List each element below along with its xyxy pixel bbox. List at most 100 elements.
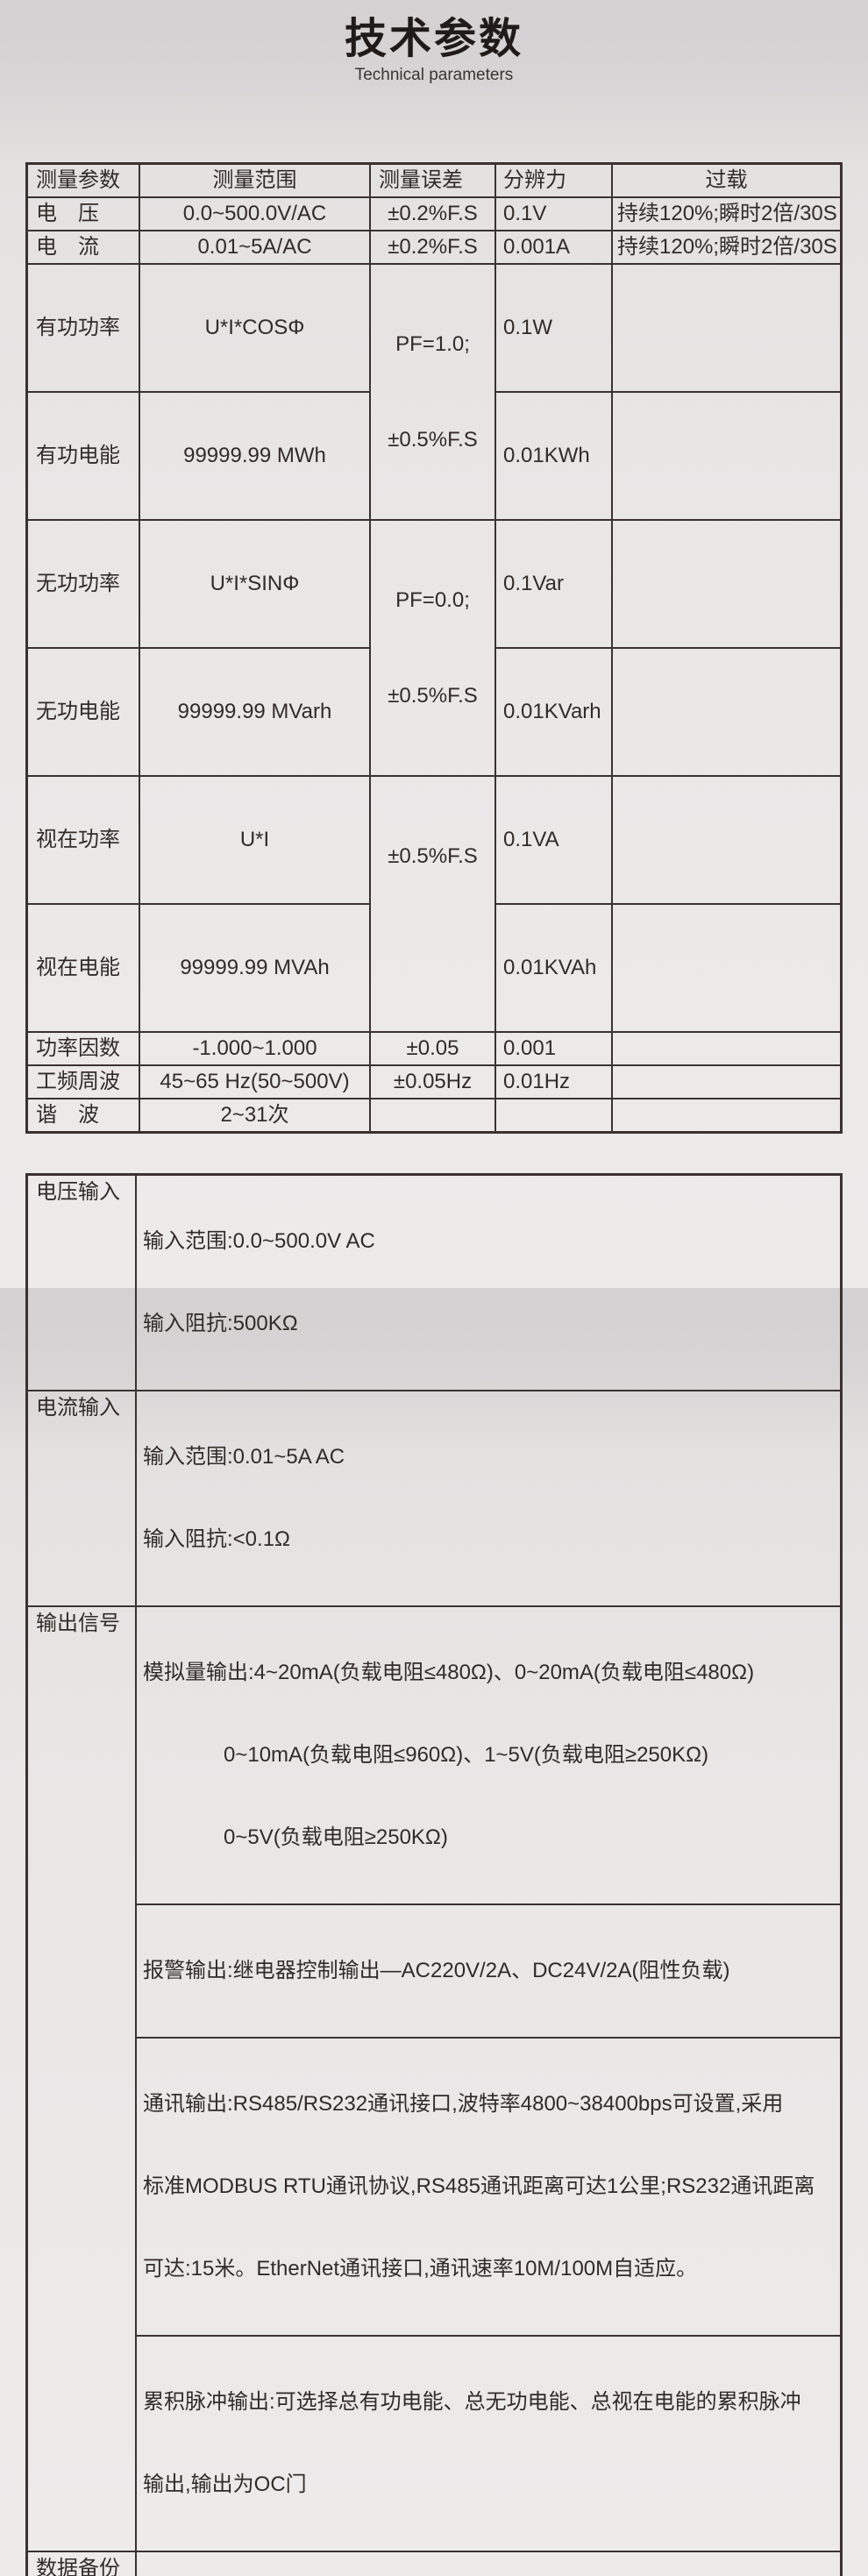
spec-line: 通讯输出:RS485/RS232通讯接口,波特率4800~38400bps可设置…: [143, 2092, 784, 2116]
spec-line: 报警输出:继电器控制输出—AC220V/2A、DC24V/2A(阻性负载): [143, 1959, 730, 1982]
error-cell: ±0.2%F.S: [369, 230, 496, 265]
error-line: PF=0.0;: [395, 588, 470, 612]
resolution-cell: 0.001: [494, 1031, 613, 1066]
group-label-cell: 输出信号: [25, 1605, 137, 2552]
table-row-reactive-energy: 无功电能 99999.99 MVarh 0.01KVarh: [25, 647, 843, 777]
error-line: PF=1.0;: [395, 332, 470, 356]
param-name-cell: 工频周波: [25, 1064, 140, 1099]
page-title: 技术参数: [344, 16, 523, 62]
error-cell: ±0.05Hz: [369, 1064, 496, 1099]
group-label-cell: 数据备份: [25, 2551, 137, 2576]
resolution-cell: [494, 1098, 613, 1134]
param-name-cell: 有功功率: [25, 263, 140, 393]
range-cell: 2~31次: [139, 1098, 371, 1134]
group-label-cell: 电流输入: [25, 1390, 137, 1607]
spec-line: 模拟量输出:4~20mA(负载电阻≤480Ω)、0~20mA(负载电阻≤480Ω…: [143, 1661, 755, 1684]
error-line: [372, 936, 494, 968]
range-cell: 99999.99 MVAh: [139, 903, 371, 1033]
error-line: ±0.5%F.S: [388, 428, 478, 452]
error-cell: ±0.05: [369, 1031, 496, 1066]
spec-line: 输入阻抗:500KΩ: [143, 1312, 298, 1335]
range-cell: 45~65 Hz(50~500V): [139, 1064, 371, 1099]
overload-cell: [611, 775, 843, 905]
table-row-current: 电 流 0.01~5A/AC ±0.2%F.S 0.001A 持续120%;瞬时…: [25, 230, 843, 265]
overload-cell: [611, 903, 843, 1033]
spec-row-output-alarm: 报警输出:继电器控制输出—AC220V/2A、DC24V/2A(阻性负载): [27, 1904, 843, 2039]
spec-content-cell: 通讯输出:RS485/RS232通讯接口,波特率4800~38400bps可设置…: [135, 2037, 843, 2337]
param-name-cell: 无功功率: [25, 519, 140, 649]
header-cell-param: 测量参数: [25, 162, 140, 198]
overload-cell: 持续120%;瞬时2倍/30S: [611, 230, 843, 265]
spec-line: 累积脉冲输出:可选择总有功电能、总无功电能、总视在电能的累积脉冲: [143, 2390, 801, 2414]
param-name-cell: 无功电能: [25, 647, 140, 777]
spec-row-voltage-input: 电压输入 输入范围:0.0~500.0V AC 输入阻抗:500KΩ: [25, 1173, 843, 1391]
resolution-cell: 0.1W: [494, 263, 613, 393]
error-line: ±0.5%F.S: [388, 684, 478, 708]
param-name-cell: 电 压: [25, 196, 140, 231]
param-name-cell: 电 流: [25, 230, 140, 265]
range-cell: U*I*SINΦ: [139, 519, 371, 649]
param-name-cell: 谐 波: [25, 1098, 140, 1134]
overload-cell: [611, 1031, 843, 1066]
range-cell: U*I: [139, 775, 371, 905]
spec-row-data-backup: 数据备份 支持U盘和SD卡进行数据备份与转存,容量为4~32GB: [25, 2551, 843, 2576]
overload-cell: [611, 1098, 843, 1134]
spec-content-cell: 输入范围:0.01~5A AC 输入阻抗:<0.1Ω: [135, 1390, 843, 1607]
header-cell-overload: 过载: [611, 162, 843, 198]
param-name-cell: 功率因数: [25, 1031, 140, 1066]
error-cell: ±0.2%F.S: [369, 196, 496, 231]
table-row-frequency: 工频周波 45~65 Hz(50~500V) ±0.05Hz 0.01Hz: [25, 1064, 843, 1099]
header-cell-error: 测量误差: [369, 162, 496, 198]
measurement-parameters-table: 测量参数 测量范围 测量误差 分辨力 过载 电 压 0.0~500.0V/AC …: [25, 162, 843, 1134]
resolution-cell: 0.01KVarh: [494, 647, 613, 777]
resolution-cell: 0.1V: [494, 196, 613, 231]
resolution-cell: 0.01KWh: [494, 391, 613, 521]
spec-line: 可达:15米。EtherNet通讯接口,通讯速率10M/100M自适应。: [143, 2257, 698, 2281]
overload-cell: [611, 647, 843, 777]
resolution-cell: 0.01Hz: [494, 1064, 613, 1099]
spec-content-cell: 输入范围:0.0~500.0V AC 输入阻抗:500KΩ: [135, 1173, 843, 1391]
io-specs-table: 电压输入 输入范围:0.0~500.0V AC 输入阻抗:500KΩ 电流输入 …: [25, 1173, 843, 2576]
spec-content-cell: 报警输出:继电器控制输出—AC220V/2A、DC24V/2A(阻性负载): [135, 1904, 843, 2039]
error-line: ±0.5%F.S: [388, 844, 478, 868]
error-cell: [369, 1098, 496, 1134]
range-cell: 0.0~500.0V/AC: [139, 196, 371, 231]
spec-line: 0~5V(负载电阻≥250KΩ): [224, 1825, 448, 1849]
spec-line: 0~10mA(负载电阻≤960Ω)、1~5V(负载电阻≥250KΩ): [224, 1743, 709, 1767]
header-cell-range: 测量范围: [139, 162, 371, 198]
header-cell-resolution: 分辨力: [494, 162, 613, 198]
spec-content-cell: 累积脉冲输出:可选择总有功电能、总无功电能、总视在电能的累积脉冲 输出,输出为O…: [135, 2335, 843, 2552]
table-row-active-energy: 有功电能 99999.99 MWh 0.01KWh: [25, 391, 843, 521]
param-name-cell: 视在功率: [25, 775, 140, 905]
table-row-reactive-power: 无功功率 U*I*SINΦ PF=0.0; ±0.5%F.S 0.1Var: [25, 519, 843, 777]
error-cell-merged: PF=1.0; ±0.5%F.S: [369, 263, 496, 521]
overload-cell: [611, 391, 843, 521]
page-subtitle: Technical parameters: [354, 66, 514, 84]
table-row-apparent-energy: 视在电能 99999.99 MVAh 0.01KVAh: [25, 903, 843, 1033]
overload-cell: [611, 519, 843, 649]
table-header-row: 测量参数 测量范围 测量误差 分辨力 过载: [25, 162, 843, 198]
range-cell: U*I*COSΦ: [139, 263, 371, 393]
spec-line: 输出,输出为OC门: [143, 2473, 307, 2496]
table-row-active-power: 有功功率 U*I*COSΦ PF=1.0; ±0.5%F.S 0.1W: [25, 263, 843, 521]
title-block: 技术参数 Technical parameters: [0, 0, 868, 86]
spec-row-output-communication: 通讯输出:RS485/RS232通讯接口,波特率4800~38400bps可设置…: [27, 2037, 843, 2337]
group-label-cell: 电压输入: [25, 1173, 137, 1391]
table-row-voltage: 电 压 0.0~500.0V/AC ±0.2%F.S 0.1V 持续120%;瞬…: [25, 196, 843, 231]
range-cell: -1.000~1.000: [139, 1031, 371, 1066]
spec-line: 标准MODBUS RTU通讯协议,RS485通讯距离可达1公里;RS232通讯距…: [143, 2174, 815, 2198]
table-row-harmonics: 谐 波 2~31次: [25, 1098, 843, 1134]
table-row-power-factor: 功率因数 -1.000~1.000 ±0.05 0.001: [25, 1031, 843, 1066]
spec-content-cell: 支持U盘和SD卡进行数据备份与转存,容量为4~32GB: [135, 2551, 843, 2576]
spec-line: 输入范围:0.01~5A AC: [143, 1445, 345, 1469]
range-cell: 99999.99 MVarh: [139, 647, 371, 777]
resolution-cell: 0.001A: [494, 230, 613, 265]
spec-content-cell: 模拟量输出:4~20mA(负载电阻≤480Ω)、0~20mA(负载电阻≤480Ω…: [135, 1605, 843, 1905]
overload-cell: [611, 263, 843, 393]
overload-cell: 持续120%;瞬时2倍/30S: [611, 196, 843, 231]
table-row-apparent-power: 视在功率 U*I ±0.5%F.S 0.1VA: [25, 775, 843, 1033]
error-cell-merged: ±0.5%F.S: [369, 775, 496, 1033]
error-cell-merged: PF=0.0; ±0.5%F.S: [369, 519, 496, 777]
range-cell: 99999.99 MWh: [139, 391, 371, 521]
